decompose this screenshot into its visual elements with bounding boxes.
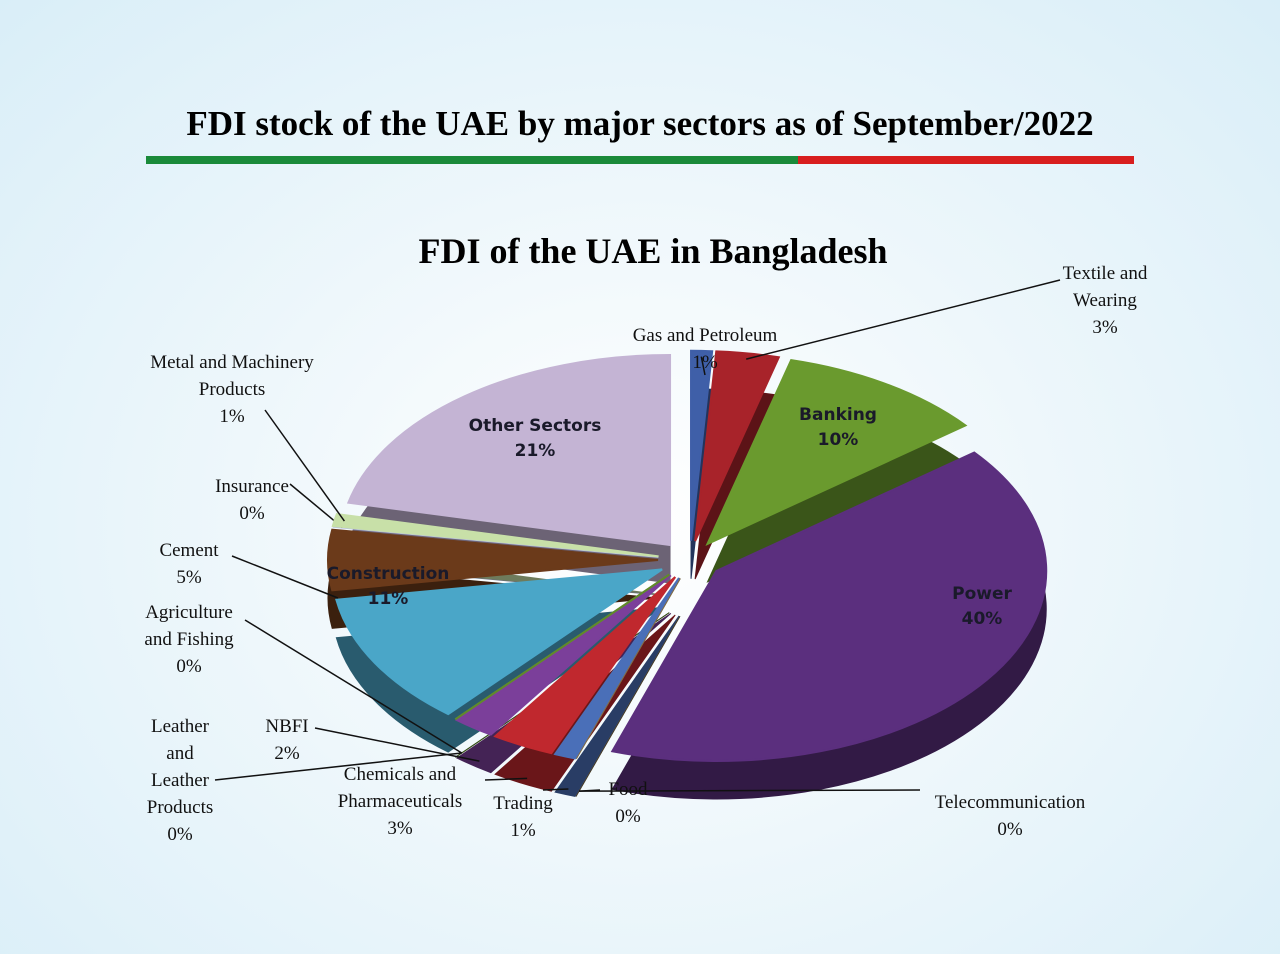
slice: [331, 512, 659, 558]
slice-value-label: 10%: [817, 430, 859, 450]
callout-label: Trading: [493, 793, 553, 814]
slice-side: [554, 615, 680, 797]
slice-value-label: 3%: [1092, 317, 1118, 338]
callout-label: Insurance: [215, 476, 289, 497]
callout-label: Telecommunication: [934, 792, 1086, 813]
slice-label: Power: [952, 584, 1012, 604]
chart-title: FDI of the UAE in Bangladesh: [418, 231, 888, 271]
callout-label: Leather and Leather Products: [146, 716, 214, 818]
callout-label: Chemicals and Pharmaceuticals: [337, 764, 463, 812]
slice: [610, 451, 1048, 762]
slice-side: [575, 615, 681, 797]
leader-line: [746, 279, 1061, 360]
slice-value-label: 1%: [219, 406, 245, 427]
slice-value-label: 1%: [692, 352, 718, 373]
leader-line: [314, 727, 480, 762]
slice: [553, 577, 680, 760]
page-title: FDI stock of the UAE by major sectors as…: [186, 104, 1094, 143]
callout-label: Textile and Wearing: [1062, 263, 1148, 311]
slice: [454, 574, 672, 736]
leader-line: [231, 555, 339, 599]
slice: [335, 568, 663, 716]
slice-value-label: 0%: [239, 503, 265, 524]
slice: [690, 349, 714, 541]
slice-value-label: 0%: [997, 819, 1023, 840]
slice: [705, 359, 968, 546]
leader-line: [264, 409, 346, 522]
slice-value-label: 3%: [387, 818, 413, 839]
slice-value-label: 0%: [615, 806, 641, 827]
callout-label: Cement: [159, 540, 219, 561]
slice: [327, 528, 659, 592]
slice-value-label: 21%: [514, 441, 556, 461]
slice-value-label: 2%: [274, 743, 300, 764]
callout-label: Gas and Petroleum: [632, 325, 778, 346]
callout-label: Food: [608, 779, 648, 800]
slice-label: Other Sectors: [468, 416, 602, 436]
slice: [694, 350, 781, 542]
leader-line: [700, 356, 706, 376]
leader-line: [579, 789, 921, 792]
slice: [346, 353, 672, 547]
slice-value-label: 40%: [961, 609, 1003, 629]
slice-label: Banking: [799, 405, 877, 425]
slice-value-label: 5%: [176, 567, 202, 588]
leader-line: [579, 789, 601, 792]
leader-line: [484, 777, 528, 781]
slice-value-label: 0%: [176, 656, 202, 677]
slice-value-label: 1%: [510, 820, 536, 841]
callout-label: Metal and Machinery Products: [150, 352, 314, 400]
slice-value-label: 11%: [367, 589, 409, 609]
callout-label: Agriculture and Fishing: [144, 602, 234, 650]
slice: [454, 573, 670, 721]
slice-value-label: 0%: [167, 824, 193, 845]
leader-line: [244, 619, 463, 754]
leader-line: [542, 788, 569, 791]
slice-label: Construction: [326, 564, 450, 584]
title-rule-green: [146, 156, 798, 164]
title-rule-red: [798, 156, 1134, 164]
callout-label: NBFI: [265, 716, 309, 737]
slice: [493, 576, 677, 755]
leader-line: [214, 752, 462, 781]
